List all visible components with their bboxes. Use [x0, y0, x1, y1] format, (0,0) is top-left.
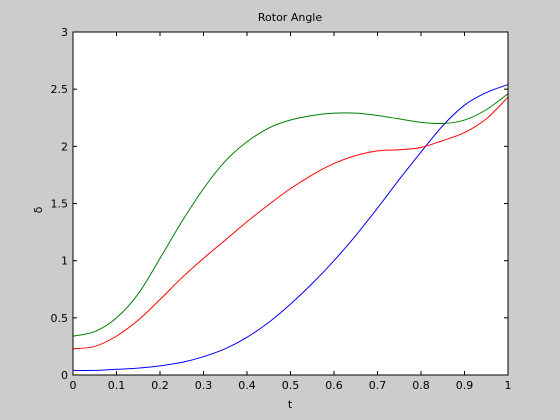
- y-tick-label: 3: [61, 26, 68, 39]
- x-axis-label: t: [288, 398, 293, 411]
- ticks-layer: 0 0.1 0.2 0.3 0.4 0.5 0.6 0.7 0.8 0.9 1 0 0.5 1 1.5 2 2.…: [51, 26, 512, 392]
- y-tick-label: 1: [61, 255, 68, 268]
- series-layer: [72, 84, 509, 372]
- x-tick-label: 0.1: [108, 379, 126, 392]
- x-tick-label: 0.6: [325, 379, 343, 392]
- x-tick-label: 0.3: [195, 379, 213, 392]
- x-tick-label: 0: [70, 379, 77, 392]
- x-tick-label: 1: [505, 379, 512, 392]
- x-tick-label: 0.8: [412, 379, 430, 392]
- x-tick-label: 0.4: [238, 379, 256, 392]
- series-line-red: [72, 96, 509, 350]
- y-tick-label: 0.5: [51, 312, 69, 325]
- y-axis-label: δ: [32, 206, 45, 213]
- chart-title: Rotor Angle: [258, 11, 322, 24]
- y-tick-label: 0: [61, 369, 68, 382]
- y-tick-label: 2.5: [51, 83, 69, 96]
- x-tick-label: 0.5: [282, 379, 300, 392]
- series-line-blue: [72, 84, 509, 372]
- x-tick-label: 0.9: [456, 379, 474, 392]
- x-tick-label: 0.7: [369, 379, 387, 392]
- plot-area: [73, 32, 508, 375]
- x-tick-label: 0.2: [151, 379, 169, 392]
- series-line-green: [72, 93, 509, 337]
- y-tick-label: 1.5: [51, 198, 69, 211]
- y-tick-label: 2: [61, 140, 68, 153]
